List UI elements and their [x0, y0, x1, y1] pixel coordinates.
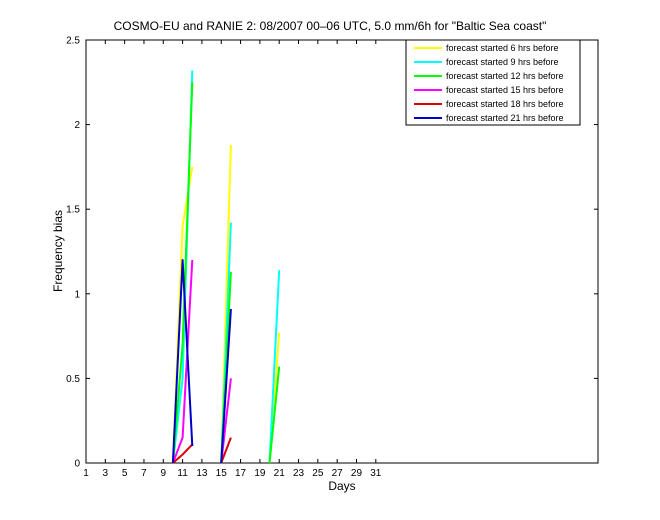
series-line-6-segment-2: [220, 308, 232, 464]
series-lines: [171, 70, 281, 464]
legend-label: forecast started 6 hrs before: [446, 43, 559, 53]
x-tick-label: 31: [370, 468, 382, 479]
y-tick-label: 2: [74, 120, 80, 131]
y-tick-label: 2.5: [66, 36, 80, 47]
x-tick-label: 5: [122, 468, 128, 479]
x-tick-label: 19: [254, 468, 266, 479]
series-line-3-segment-3: [268, 366, 281, 464]
x-tick-label: 27: [332, 468, 344, 479]
x-tick-label: 17: [235, 468, 247, 479]
x-tick-label: 13: [196, 468, 208, 479]
legend-label: forecast started 9 hrs before: [446, 57, 559, 67]
series-line-5-segment-1: [172, 443, 194, 464]
series-line-5-segment-2: [220, 437, 232, 464]
y-tick-label: 1: [74, 289, 80, 300]
y-tick-label: 0: [74, 459, 80, 470]
legend: forecast started 6 hrs before forecast st…: [405, 39, 581, 126]
x-tick-label: 23: [293, 468, 305, 479]
series-line-4-segment-1: [171, 259, 194, 464]
x-tick-label: 9: [161, 468, 167, 479]
y-tick-label: 0.5: [66, 374, 80, 385]
x-tick-label: 15: [216, 468, 228, 479]
y-axis-label: Frequency bias: [51, 210, 65, 292]
x-tick-label: 11: [177, 468, 188, 479]
legend-label: forecast started 15 hrs before: [446, 85, 564, 95]
legend-label: forecast started 18 hrs before: [446, 99, 564, 109]
x-tick-label: 21: [274, 468, 286, 479]
legend-box: [405, 39, 581, 126]
series-line-2-segment-3: [268, 270, 281, 464]
series-line-6-segment-1: [171, 259, 194, 464]
x-tick-label: 29: [351, 468, 363, 479]
legend-label: forecast started 12 hrs before: [446, 71, 564, 81]
series-line-3-segment-1: [171, 82, 194, 464]
y-axis: 0 0.5 1 1.5 2 2.5: [66, 36, 598, 470]
x-axis-label: Days: [328, 479, 355, 493]
x-tick-label: 3: [103, 468, 109, 479]
chart-title: COSMO-EU and RANIE 2: 08/2007 00–06 UTC,…: [114, 19, 547, 33]
y-tick-label: 1.5: [66, 205, 80, 216]
x-axis: 1 3 5 7 9 11 13 15 17 19 21 23 25 27 29 31: [83, 40, 382, 479]
x-tick-label: 1: [83, 468, 89, 479]
x-tick-label: 7: [141, 468, 147, 479]
x-tick-label: 25: [312, 468, 324, 479]
legend-label: forecast started 21 hrs before: [446, 113, 564, 123]
